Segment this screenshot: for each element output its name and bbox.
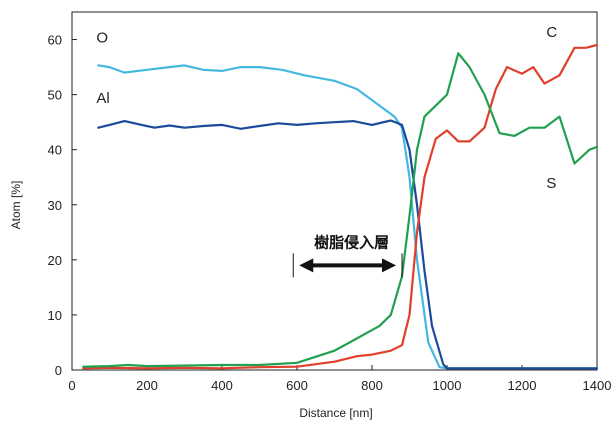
y-tick-label: 40 <box>48 143 62 158</box>
y-tick-label: 0 <box>55 363 62 378</box>
annotation: 樹脂侵入層 <box>292 233 403 278</box>
plot-frame <box>71 11 598 371</box>
series-label-c: C <box>546 24 557 41</box>
y-tick-label: 30 <box>48 198 62 213</box>
x-tick-label: 1200 <box>508 378 537 393</box>
y-tick-label: 60 <box>48 33 62 48</box>
x-tick-label: 600 <box>286 378 308 393</box>
x-tick-label: 200 <box>136 378 158 393</box>
y-tick-label: 10 <box>48 308 62 323</box>
x-tick-label: 1000 <box>433 378 462 393</box>
series-line-c <box>82 43 599 370</box>
x-tick-label: 400 <box>211 378 233 393</box>
y-axis-title: Atom [%] <box>9 181 23 230</box>
axes: 0 200 400 600 800 1000 1200 1400 0 10 20 30 40 50 60 <box>48 11 612 393</box>
annotation-arrowhead-left <box>299 258 314 273</box>
series-label-s: S <box>546 175 556 192</box>
y-tick-label: 20 <box>48 253 62 268</box>
x-axis-title: Distance [nm] <box>299 406 372 420</box>
series-label-al: Al <box>96 90 109 107</box>
series-line-s <box>82 52 599 368</box>
x-tick-label: 800 <box>361 378 383 393</box>
series-labels: O Al C S <box>96 24 557 192</box>
x-tick-label: 1400 <box>583 378 612 393</box>
series-layer <box>82 43 599 370</box>
annotation-label: 樹脂侵入層 <box>314 233 389 251</box>
series-line-al <box>97 119 599 370</box>
series-line-o <box>97 64 599 370</box>
series-label-o: O <box>96 29 108 46</box>
annotation-arrowhead-right <box>382 258 396 273</box>
y-tick-label: 50 <box>48 88 62 103</box>
x-tick-label: 0 <box>68 378 75 393</box>
